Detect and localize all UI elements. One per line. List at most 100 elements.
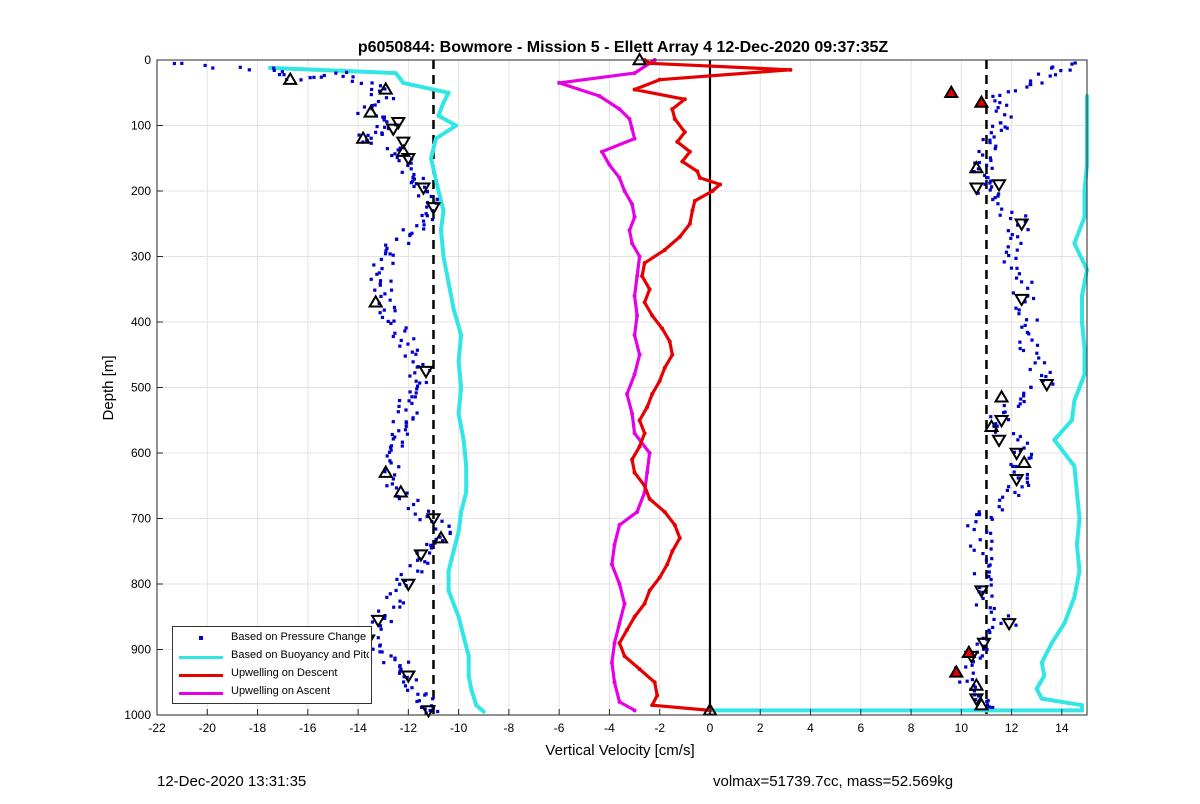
upwelling-ascent-series-point xyxy=(617,621,622,626)
pressure-change-series-point xyxy=(407,399,411,403)
x-tick-label: -20 xyxy=(199,721,217,735)
pressure-change-series-point xyxy=(410,401,414,405)
buoyancy-pitch-series-point xyxy=(466,654,471,659)
legend-entry-descent: Upwelling on Descent xyxy=(173,665,371,683)
pressure-change-series-point xyxy=(985,530,989,534)
upwelling-ascent-series-point xyxy=(622,189,627,193)
pressure-change-series-point xyxy=(414,352,418,356)
pressure-change-series-point xyxy=(1018,402,1022,406)
pressure-change-series-point xyxy=(1005,103,1009,107)
pressure-change-series-point xyxy=(383,292,387,296)
pressure-change-series-point xyxy=(385,484,389,488)
pressure-change-series-point xyxy=(995,424,999,428)
pressure-change-series-point xyxy=(399,572,403,577)
pressure-change-series-point xyxy=(416,365,420,369)
pressure-change-series-point xyxy=(383,87,387,91)
legend-entry-pressure: Based on Pressure Change xyxy=(173,629,371,647)
pressure-change-series-point xyxy=(391,437,395,441)
pressure-change-series-point xyxy=(974,603,979,607)
pressure-change-series-point xyxy=(396,148,400,152)
y-tick-label: 400 xyxy=(131,315,151,329)
pressure-change-series-point xyxy=(351,75,355,79)
pressure-change-series-point xyxy=(1040,81,1044,85)
pressure-change-series-point xyxy=(1027,332,1031,336)
pressure-change-series-point xyxy=(988,156,993,160)
buoyancy-pitch-series-point xyxy=(1079,293,1084,298)
buoyancy-pitch-series-point xyxy=(446,568,451,573)
pressure-change-series-point xyxy=(1028,367,1032,372)
pressure-change-series-point xyxy=(1029,83,1033,87)
pressure-change-series-point xyxy=(398,146,402,150)
upwelling-ascent-series-point xyxy=(597,94,602,99)
pressure-change-series-point xyxy=(1006,614,1011,618)
upwelling-descent-series-point xyxy=(718,182,723,187)
pressure-change-series-point xyxy=(397,404,401,408)
up-triangle-marker xyxy=(993,389,1010,403)
pressure-change-series-point xyxy=(377,271,381,275)
upwelling-descent-series-point xyxy=(617,640,622,645)
pressure-change-series-point xyxy=(397,671,402,675)
pressure-change-series-point xyxy=(378,311,382,315)
pressure-change-series-point xyxy=(370,87,374,92)
down-triangle-marker xyxy=(420,705,437,719)
legend-label-ascent: Upwelling on Ascent xyxy=(231,685,331,697)
pressure-change-series-point xyxy=(378,279,383,283)
pressure-change-series-point xyxy=(389,461,393,465)
pressure-change-series-point xyxy=(392,305,397,309)
y-tick-label: 300 xyxy=(131,250,151,264)
buoyancy-pitch-series-point xyxy=(456,411,461,416)
pressure-change-series-point xyxy=(991,705,995,710)
buoyancy-pitch-series-point xyxy=(456,359,461,364)
pressure-change-series-point xyxy=(993,196,997,200)
upwelling-descent-series-point xyxy=(692,198,697,203)
upwelling-ascent-series-point xyxy=(637,254,642,259)
pressure-change-series-point xyxy=(989,131,993,135)
y-axis-label: Depth [m] xyxy=(100,355,117,420)
pressure-change-series-point xyxy=(998,101,1002,105)
upwelling-descent-series-point xyxy=(622,654,627,659)
pressure-change-series-point xyxy=(421,363,425,367)
pressure-change-series-point xyxy=(1026,228,1030,232)
pressure-change-series-point xyxy=(380,650,384,654)
buoyancy-pitch-series-point xyxy=(1062,621,1067,626)
pressure-change-series-point xyxy=(356,111,360,116)
pressure-change-series-point xyxy=(373,103,377,107)
upwelling-descent-series-point xyxy=(637,667,642,672)
pressure-change-series-point xyxy=(424,380,428,385)
pressure-change-series-point xyxy=(406,688,410,692)
pressure-change-series-point xyxy=(978,656,982,660)
pressure-change-series-point xyxy=(1021,348,1026,353)
pressure-change-series-point xyxy=(1013,89,1018,93)
pressure-change-series-point xyxy=(369,277,373,281)
buoyancy-pitch-series-point xyxy=(456,614,461,619)
pressure-change-series-point xyxy=(994,144,998,148)
up-triangle-marker xyxy=(968,677,985,691)
pressure-change-series-point xyxy=(1018,340,1022,344)
pressure-change-series-point xyxy=(977,512,982,517)
pressure-change-series-point xyxy=(441,539,445,543)
pressure-change-series-point xyxy=(981,590,985,594)
upwelling-ascent-series-point xyxy=(632,708,637,713)
pressure-change-series-point xyxy=(380,267,384,271)
x-axis-label: Vertical Velocity [cm/s] xyxy=(545,742,694,759)
pressure-change-series-point xyxy=(398,669,402,673)
pressure-change-series-point xyxy=(415,699,419,704)
pressure-change-series-point xyxy=(435,197,439,201)
pressure-change-series-point xyxy=(990,557,994,561)
pressure-change-series-point xyxy=(985,703,990,707)
legend-swatch-buoyancy xyxy=(179,656,223,659)
pressure-change-series-point xyxy=(388,592,392,596)
pressure-change-series-point xyxy=(411,502,416,507)
x-tick-label: -22 xyxy=(148,721,166,735)
upwelling-ascent-series-point xyxy=(607,162,612,167)
pressure-change-series-point xyxy=(984,163,989,167)
pressure-change-series-point xyxy=(422,227,426,231)
pressure-change-series-point xyxy=(958,680,962,684)
pressure-change-series-point xyxy=(203,63,207,68)
pressure-change-series-point xyxy=(1011,432,1016,436)
pressure-change-series-point xyxy=(319,75,323,79)
pressure-change-series-point xyxy=(1027,483,1031,487)
upwelling-descent-series-point xyxy=(675,139,680,144)
pressure-change-series-point xyxy=(989,547,993,551)
upwelling-descent-series-point xyxy=(650,313,655,318)
